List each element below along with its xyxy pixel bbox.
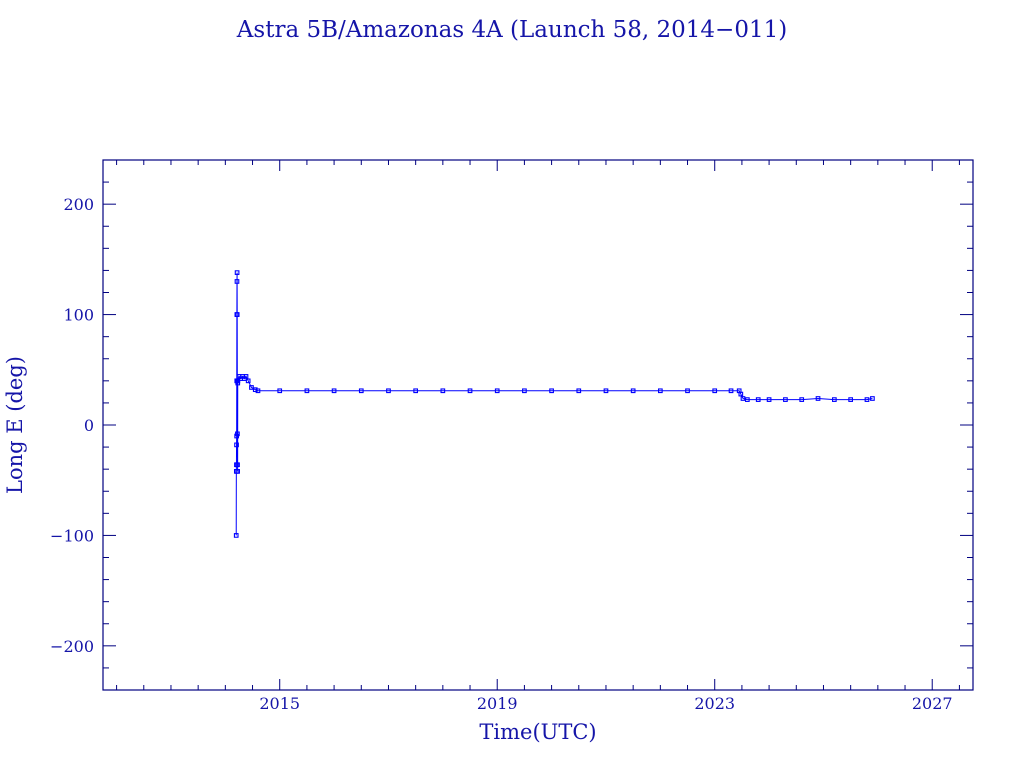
data-point	[712, 388, 718, 394]
x-tick-label: 2015	[259, 694, 300, 713]
data-point	[467, 388, 473, 394]
series-line	[235, 272, 873, 536]
x-tick-label: 2019	[477, 694, 518, 713]
data-point	[831, 397, 837, 402]
data-point	[766, 397, 772, 402]
data-point	[657, 388, 663, 394]
x-axis-label: Time(UTC)	[479, 720, 596, 744]
data-point	[331, 388, 337, 394]
data-point	[576, 388, 582, 394]
y-tick-label: 0	[84, 416, 94, 435]
data-point	[755, 397, 761, 402]
data-point	[848, 397, 854, 402]
data-point	[522, 388, 527, 394]
data-point	[815, 396, 821, 401]
data-point	[685, 388, 690, 394]
data-point	[277, 388, 283, 394]
data-point	[235, 431, 240, 437]
data-point	[234, 312, 240, 317]
data-point	[252, 387, 258, 393]
series-group	[233, 270, 875, 538]
data-point	[549, 388, 554, 394]
data-point	[386, 388, 391, 394]
data-point	[235, 462, 240, 468]
y-tick-label: −100	[50, 526, 94, 545]
y-axis-label: Long E (deg)	[3, 356, 27, 494]
x-tick-label: 2023	[694, 694, 735, 713]
chart-title: Astra 5B/Amazonas 4A (Launch 58, 2014−01…	[236, 17, 787, 43]
data-point	[234, 442, 239, 448]
data-point	[413, 388, 419, 394]
data-point	[799, 397, 805, 402]
axis-ticks	[103, 159, 973, 691]
data-point	[738, 391, 744, 397]
data-point	[245, 378, 251, 384]
data-point	[304, 388, 310, 394]
data-point	[440, 388, 446, 394]
axis-tick-labels: 2015 2019 2023 2027 200 100 0 −100 −200	[50, 195, 953, 713]
data-point	[864, 397, 870, 402]
data-point	[740, 396, 746, 401]
data-point	[603, 388, 609, 394]
y-tick-label: 200	[63, 195, 94, 214]
data-point	[234, 279, 240, 284]
y-tick-label: 100	[63, 306, 94, 325]
data-point	[728, 388, 734, 394]
plot-frame	[102, 159, 974, 691]
data-point	[243, 374, 249, 379]
y-tick-label: −200	[50, 637, 94, 656]
data-point	[233, 533, 239, 538]
data-point	[744, 397, 750, 402]
data-point	[783, 397, 788, 402]
data-point	[630, 388, 636, 394]
data-point	[255, 388, 261, 394]
data-point	[358, 388, 364, 394]
data-point	[870, 396, 875, 401]
data-point	[234, 270, 240, 275]
x-tick-label: 2027	[912, 694, 953, 713]
data-point	[494, 388, 500, 394]
data-point	[235, 469, 240, 474]
